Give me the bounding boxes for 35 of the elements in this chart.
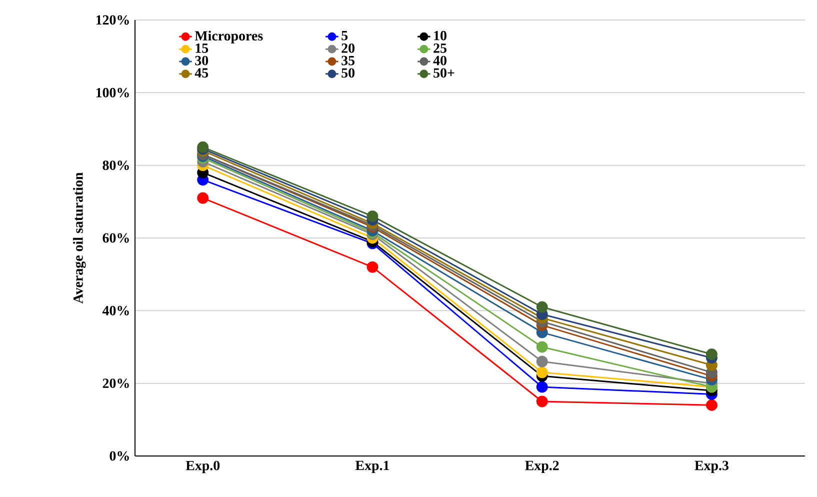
- y-tick-label: 80%: [102, 160, 129, 170]
- legend-label: 40: [433, 56, 446, 66]
- point: [366, 261, 378, 273]
- y-tick-label: 100%: [96, 88, 129, 98]
- point: [536, 381, 548, 393]
- y-tick-label: 20%: [102, 378, 129, 388]
- legend-label: Micropores: [194, 30, 263, 44]
- x-tick-label: Exp.3: [694, 460, 728, 474]
- point: [536, 301, 548, 313]
- x-tick-label: Exp.2: [525, 460, 559, 474]
- legend-label: 10: [434, 30, 446, 40]
- y-tick-label: 60%: [102, 233, 129, 243]
- legend-label: 35: [342, 56, 355, 66]
- legend-label: 50: [342, 68, 354, 78]
- legend-label: 45: [194, 68, 208, 78]
- y-axis-title: Average oil saturation: [73, 172, 86, 304]
- point: [536, 396, 548, 408]
- y-tick-label: 40%: [102, 306, 129, 316]
- x-tick-label: Exp.0: [186, 460, 220, 474]
- legend-label: 50+: [434, 68, 454, 78]
- point: [366, 210, 378, 222]
- point: [706, 399, 718, 411]
- point: [536, 356, 548, 368]
- legend-label: 30: [195, 56, 208, 66]
- point: [536, 341, 548, 353]
- legend-label: 20: [342, 43, 354, 53]
- point: [197, 192, 209, 204]
- x-tick-label: Exp.1: [355, 460, 389, 474]
- point: [706, 348, 718, 360]
- y-tick-label: 0%: [110, 451, 129, 461]
- legend-label: 5: [342, 30, 348, 40]
- legend-label: 15: [196, 44, 208, 53]
- y-tick-label: 120%: [96, 15, 129, 25]
- point: [536, 366, 548, 378]
- legend-label: 25: [434, 43, 446, 53]
